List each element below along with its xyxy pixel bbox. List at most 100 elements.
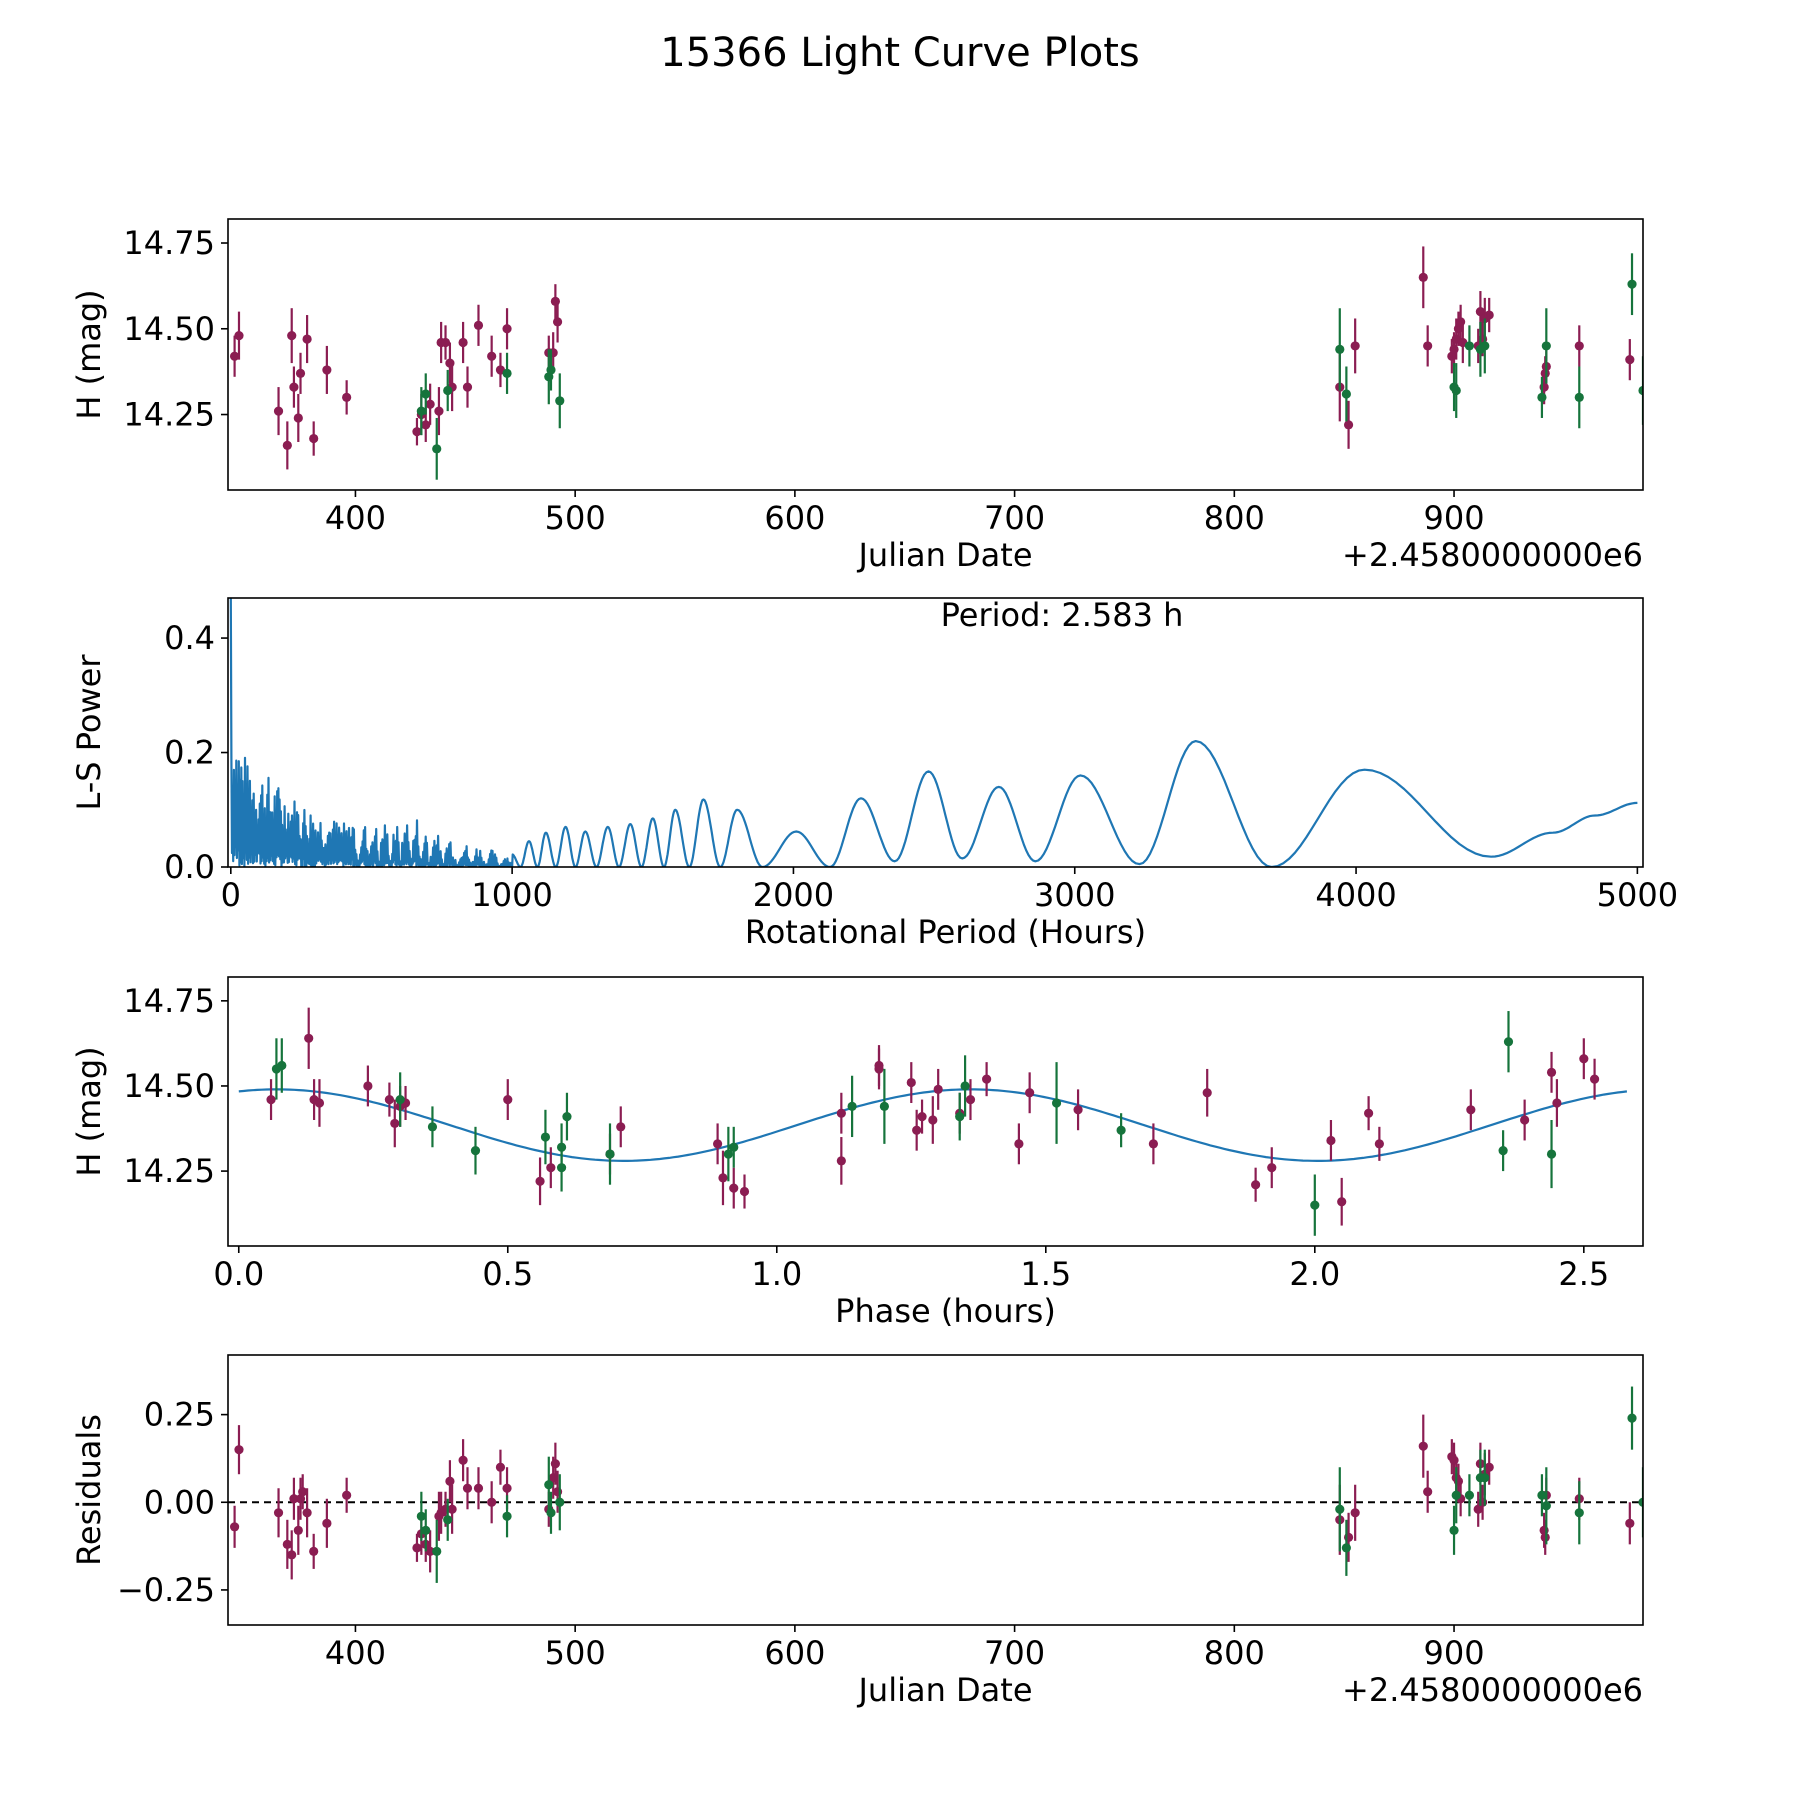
data-point bbox=[1484, 310, 1494, 320]
data-point bbox=[1546, 1149, 1557, 1159]
data-point bbox=[502, 324, 512, 334]
data-point bbox=[1335, 344, 1345, 354]
x-tick-label: 1.0 bbox=[751, 1255, 802, 1293]
x-axis-label: Julian Date bbox=[856, 1671, 1032, 1709]
data-point bbox=[960, 1081, 970, 1091]
data-point bbox=[412, 1543, 422, 1553]
y-tick-label: 14.25 bbox=[123, 1152, 215, 1190]
data-point bbox=[487, 351, 497, 361]
x-tick-label: 400 bbox=[325, 499, 386, 537]
data-point bbox=[1627, 1413, 1637, 1423]
data-point bbox=[462, 1483, 473, 1493]
data-point bbox=[562, 1112, 572, 1122]
y-tick-label: 0.4 bbox=[164, 619, 215, 657]
data-point bbox=[555, 1497, 565, 1507]
y-tick-label: 14.50 bbox=[123, 1067, 215, 1105]
data-point bbox=[309, 433, 319, 444]
x-tick-label: 400 bbox=[325, 1634, 386, 1672]
x-tick-label: 0 bbox=[221, 876, 241, 914]
x-tick-label: 1.5 bbox=[1020, 1255, 1071, 1293]
data-point bbox=[322, 1518, 332, 1528]
data-point bbox=[289, 382, 299, 392]
data-point bbox=[1484, 1462, 1494, 1472]
data-point bbox=[739, 1186, 750, 1197]
data-point bbox=[487, 1497, 497, 1507]
data-points-group bbox=[229, 246, 1643, 480]
data-point bbox=[1418, 1441, 1428, 1451]
axes-frame bbox=[227, 1354, 1644, 1626]
x-tick-label: 2000 bbox=[753, 876, 834, 914]
data-point bbox=[266, 1094, 276, 1105]
x-axis-label: Phase (hours) bbox=[835, 1292, 1056, 1330]
data-point bbox=[412, 427, 422, 437]
data-point bbox=[416, 1511, 426, 1521]
chart-panel-ls: 0 1000 2000 3000 4000 5000 0.0 0.2 0.4 Rotational… bbox=[70, 596, 1678, 951]
data-point bbox=[421, 389, 431, 399]
data-point bbox=[1503, 1037, 1514, 1047]
data-point bbox=[421, 420, 431, 430]
data-point bbox=[473, 320, 484, 330]
data-point bbox=[982, 1074, 992, 1084]
data-point bbox=[917, 1112, 927, 1122]
y-tick-label: 14.75 bbox=[123, 982, 215, 1020]
y-tick-label: −0.25 bbox=[117, 1571, 215, 1609]
data-point bbox=[1480, 1473, 1490, 1483]
x-tick-label: 600 bbox=[764, 1634, 825, 1672]
data-point bbox=[1464, 341, 1475, 351]
data-point bbox=[718, 1173, 728, 1183]
data-point bbox=[229, 1522, 240, 1532]
data-point bbox=[282, 1539, 292, 1549]
data-point bbox=[1451, 385, 1461, 396]
data-point bbox=[287, 1550, 297, 1560]
data-point bbox=[293, 413, 303, 423]
data-point bbox=[879, 1101, 889, 1111]
periodogram-group bbox=[229, 598, 1638, 867]
data-points-group bbox=[229, 1386, 1643, 1583]
x-tick-label: 900 bbox=[1424, 1634, 1485, 1672]
data-point bbox=[1520, 1115, 1530, 1125]
data-point bbox=[289, 1494, 299, 1504]
data-point bbox=[432, 1546, 442, 1556]
data-point bbox=[1466, 1105, 1476, 1115]
data-point bbox=[425, 1546, 435, 1556]
data-point bbox=[550, 1459, 560, 1469]
data-point bbox=[503, 1094, 513, 1105]
data-point bbox=[1337, 1197, 1347, 1207]
data-point bbox=[1579, 1054, 1589, 1064]
data-point bbox=[473, 1483, 484, 1493]
data-point bbox=[1537, 1490, 1547, 1500]
x-offset-label: +2.4580000000e6 bbox=[1342, 1671, 1643, 1709]
axes-frame bbox=[227, 218, 1644, 491]
data-point bbox=[1341, 1543, 1351, 1553]
data-point bbox=[434, 406, 444, 416]
data-point bbox=[912, 1125, 922, 1135]
y-tick-label: 0.2 bbox=[164, 734, 215, 772]
data-point bbox=[502, 1483, 512, 1493]
data-point bbox=[282, 440, 292, 451]
data-point bbox=[544, 1480, 554, 1490]
data-point bbox=[555, 396, 565, 406]
data-point bbox=[535, 1176, 545, 1186]
data-point bbox=[458, 337, 468, 348]
x-tick-label: 500 bbox=[545, 499, 606, 537]
data-point bbox=[605, 1149, 615, 1159]
data-point bbox=[427, 1122, 438, 1132]
data-point bbox=[229, 351, 240, 361]
data-point bbox=[273, 1508, 284, 1518]
data-point bbox=[1638, 1497, 1643, 1507]
data-point bbox=[502, 1511, 512, 1521]
data-point bbox=[342, 1490, 352, 1500]
data-point bbox=[1341, 389, 1351, 399]
data-point bbox=[933, 1084, 943, 1094]
data-point bbox=[1574, 341, 1584, 351]
data-point bbox=[1423, 341, 1433, 351]
data-point bbox=[1364, 1108, 1374, 1118]
data-point bbox=[723, 1149, 733, 1159]
data-point bbox=[1251, 1180, 1261, 1190]
chart-panel-lc: 400 500 600 700 800 900 14.25 14.50 14.75 Julian … bbox=[70, 218, 1644, 574]
data-point bbox=[432, 444, 442, 454]
x-tick-label: 700 bbox=[984, 1634, 1045, 1672]
y-tick-label: 0.0 bbox=[164, 848, 215, 886]
data-point bbox=[1374, 1139, 1384, 1149]
